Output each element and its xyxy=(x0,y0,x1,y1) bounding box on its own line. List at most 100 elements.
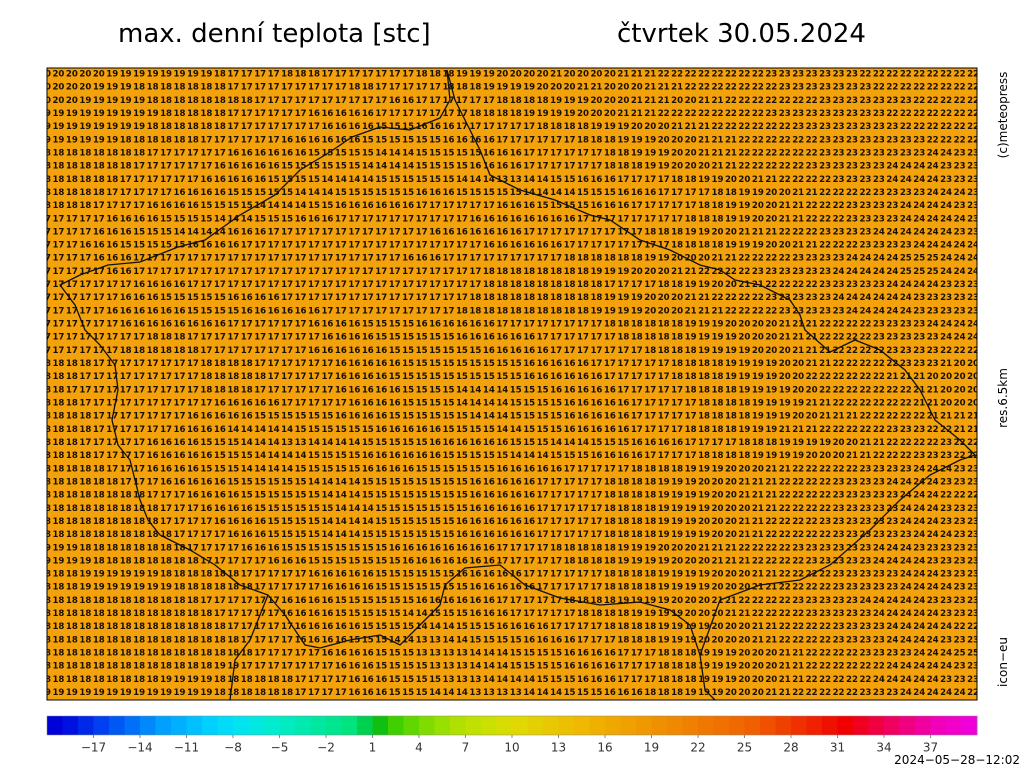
grid-value: 19 xyxy=(106,135,118,145)
grid-value: 24 xyxy=(900,596,912,606)
grid-value: 19 xyxy=(698,622,710,632)
grid-value: 23 xyxy=(846,201,858,211)
grid-value: 15 xyxy=(402,649,414,659)
grid-value: 16 xyxy=(295,556,307,566)
grid-value: 20 xyxy=(725,504,737,514)
grid-value: 22 xyxy=(900,109,912,119)
grid-value: 23 xyxy=(886,464,898,474)
grid-value: 15 xyxy=(281,214,293,224)
region-border xyxy=(229,594,716,701)
grid-value: 18 xyxy=(604,609,616,619)
grid-value: 16 xyxy=(348,201,360,211)
grid-value: 15 xyxy=(241,477,253,487)
grid-value: 16 xyxy=(537,622,549,632)
colorbar-segment xyxy=(155,716,172,735)
grid-value: 20 xyxy=(631,83,643,93)
grid-value: 22 xyxy=(738,293,750,303)
grid-value: 17 xyxy=(52,293,64,303)
grid-value: 23 xyxy=(927,306,939,316)
grid-value: 23 xyxy=(873,201,885,211)
grid-value: 18 xyxy=(254,675,266,685)
grid-value: 18 xyxy=(52,399,64,409)
grid-value: 16 xyxy=(402,96,414,106)
grid-value: 15 xyxy=(348,635,360,645)
colorbar-tick-label: 31 xyxy=(830,741,845,755)
grid-value: 14 xyxy=(483,412,495,422)
colorbar-tick-label: −11 xyxy=(174,741,199,755)
grid-value: 16 xyxy=(483,543,495,553)
grid-value: 18 xyxy=(523,280,535,290)
grid-value: 19 xyxy=(456,70,468,80)
grid-value: 20 xyxy=(712,491,724,501)
grid-value: 23 xyxy=(886,425,898,435)
grid-value: 15 xyxy=(443,583,455,593)
grid-value: 22 xyxy=(886,359,898,369)
grid-value: 19 xyxy=(725,346,737,356)
grid-value: 16 xyxy=(295,135,307,145)
grid-value: 21 xyxy=(658,83,670,93)
grid-value: 17 xyxy=(550,570,562,580)
grid-value: 16 xyxy=(416,556,428,566)
colorbar-segment xyxy=(667,716,683,735)
grid-value: 16 xyxy=(590,675,602,685)
grid-value: 18 xyxy=(658,464,670,474)
grid-value: 17 xyxy=(254,109,266,119)
grid-value: 19 xyxy=(752,412,764,422)
grid-value: 16 xyxy=(187,320,199,330)
grid-value: 20 xyxy=(712,227,724,237)
grid-value: 18 xyxy=(685,241,697,251)
grid-value: 22 xyxy=(779,530,791,540)
grid-value: 15 xyxy=(187,214,199,224)
grid-value: 17 xyxy=(550,346,562,356)
grid-value: 17 xyxy=(268,372,280,382)
grid-value: 15 xyxy=(147,227,159,237)
grid-value: 19 xyxy=(712,346,724,356)
grid-value: 15 xyxy=(416,464,428,474)
grid-value: 20 xyxy=(698,254,710,264)
grid-value: 16 xyxy=(335,122,347,132)
grid-value: 17 xyxy=(550,477,562,487)
grid-value: 24 xyxy=(846,267,858,277)
grid-value: 18 xyxy=(160,622,172,632)
grid-value: 16 xyxy=(254,530,266,540)
grid-value: 21 xyxy=(779,649,791,659)
grid-value: 16 xyxy=(335,346,347,356)
grid-value: 16 xyxy=(362,109,374,119)
grid-value: 13 xyxy=(429,662,441,672)
grid-value: 18 xyxy=(39,517,51,527)
grid-value: 18 xyxy=(79,675,91,685)
grid-value: 18 xyxy=(671,333,683,343)
grid-value: 19 xyxy=(133,109,145,119)
grid-value: 18 xyxy=(39,675,51,685)
grid-value: 20 xyxy=(725,530,737,540)
grid-value: 22 xyxy=(712,70,724,80)
grid-value: 21 xyxy=(819,346,831,356)
grid-value: 15 xyxy=(375,188,387,198)
grid-value: 15 xyxy=(389,175,401,185)
grid-value: 17 xyxy=(93,267,105,277)
grid-value: 21 xyxy=(806,425,818,435)
grid-value: 16 xyxy=(496,530,508,540)
grid-value: 22 xyxy=(765,556,777,566)
grid-value: 16 xyxy=(604,399,616,409)
grid-value: 17 xyxy=(321,83,333,93)
grid-value: 20 xyxy=(967,385,979,395)
grid-value: 16 xyxy=(160,477,172,487)
grid-value: 22 xyxy=(752,135,764,145)
grid-value: 19 xyxy=(685,227,697,237)
grid-value: 18 xyxy=(698,451,710,461)
grid-value: 19 xyxy=(120,583,132,593)
grid-value: 16 xyxy=(469,320,481,330)
grid-value: 21 xyxy=(712,162,724,172)
grid-value: 23 xyxy=(954,570,966,580)
grid-value: 17 xyxy=(443,306,455,316)
grid-value: 15 xyxy=(456,188,468,198)
grid-value: 13 xyxy=(496,175,508,185)
grid-value: 17 xyxy=(120,438,132,448)
grid-value: 22 xyxy=(833,662,845,672)
grid-value: 18 xyxy=(617,583,629,593)
grid-value: 21 xyxy=(644,70,656,80)
grid-value: 17 xyxy=(335,293,347,303)
grid-value: 17 xyxy=(308,280,320,290)
grid-value: 23 xyxy=(967,188,979,198)
